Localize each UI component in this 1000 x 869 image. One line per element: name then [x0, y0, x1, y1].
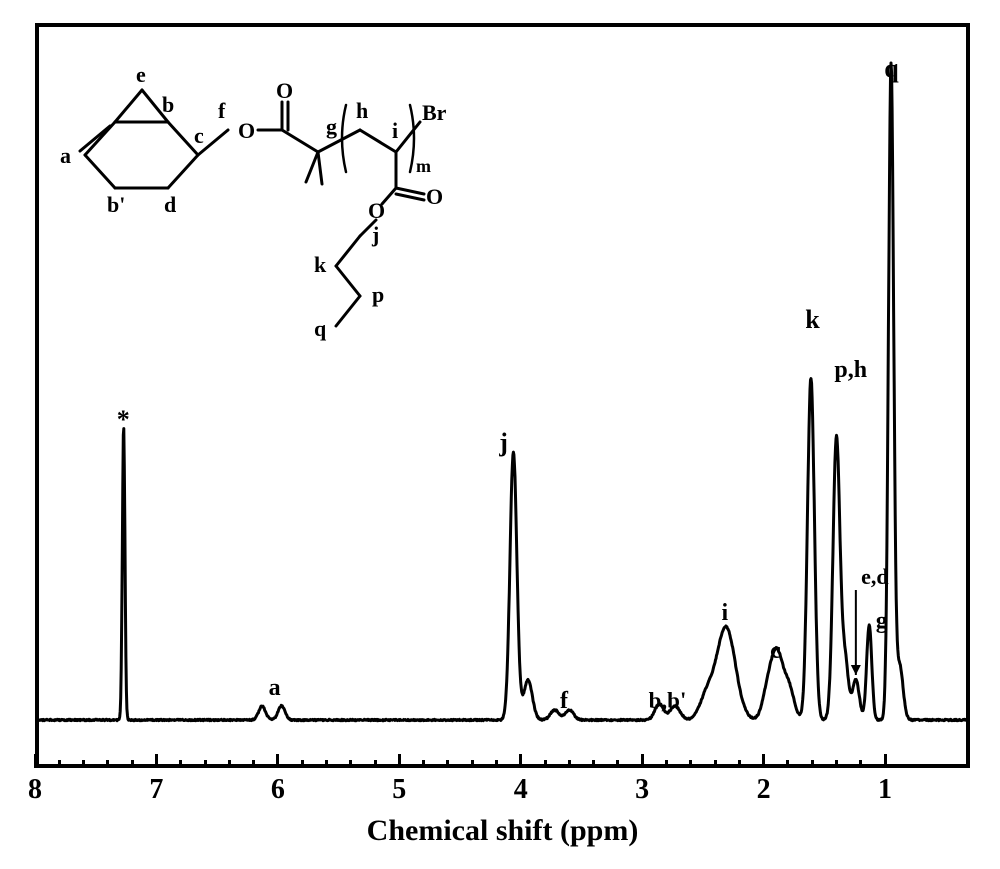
svg-text:O: O — [276, 78, 293, 103]
svg-text:d: d — [164, 192, 176, 217]
svg-text:O: O — [426, 184, 443, 209]
svg-text:a: a — [60, 143, 71, 168]
svg-text:b': b' — [107, 192, 125, 217]
svg-text:b: b — [162, 92, 174, 117]
svg-text:k: k — [314, 252, 327, 277]
svg-text:Br: Br — [422, 100, 447, 125]
svg-text:q: q — [314, 316, 327, 341]
svg-text:g: g — [326, 114, 337, 139]
chemical-structure: OOmBrOOebab'cdfghijkpq — [0, 0, 1000, 869]
svg-text:p: p — [372, 282, 384, 307]
svg-text:e: e — [136, 62, 146, 87]
svg-text:f: f — [218, 98, 226, 123]
svg-text:i: i — [392, 118, 398, 143]
svg-text:O: O — [238, 118, 255, 143]
svg-text:h: h — [356, 98, 368, 123]
svg-text:j: j — [371, 222, 379, 247]
svg-text:m: m — [416, 156, 431, 176]
svg-text:c: c — [194, 123, 204, 148]
